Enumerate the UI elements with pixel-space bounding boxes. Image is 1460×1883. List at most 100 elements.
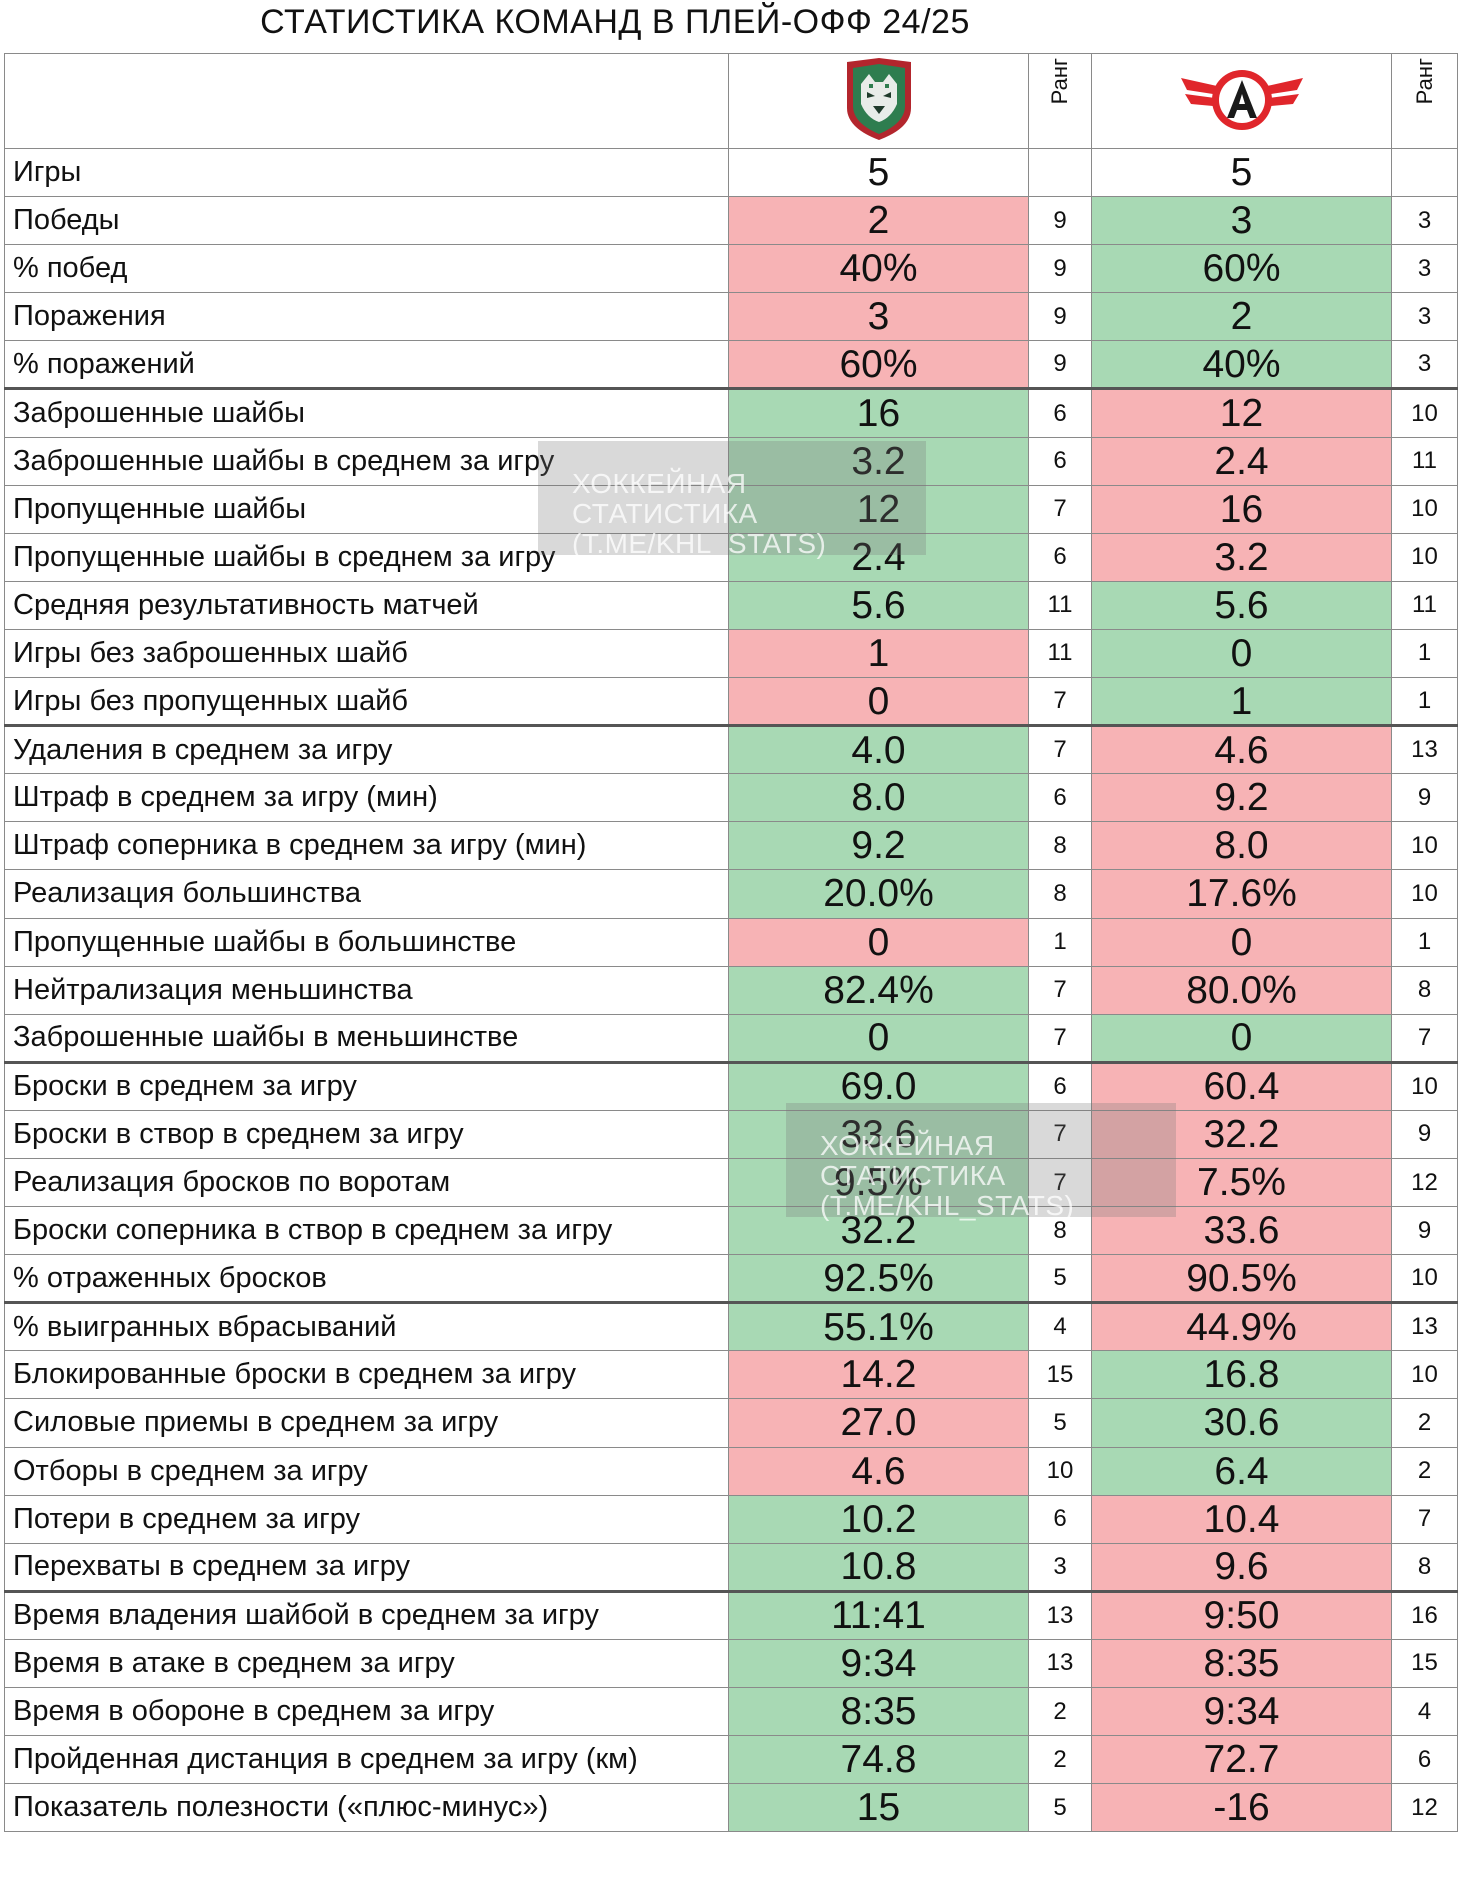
table-row: Штраф соперника в среднем за игру (мин) 9…: [4, 821, 1458, 871]
team-left-rank: 5: [1028, 1254, 1092, 1304]
team-right-value: 72.7: [1091, 1735, 1392, 1785]
table-row: Реализация большинства 20.0% 8 17.6% 10: [4, 869, 1458, 919]
stat-label: Показатель полезности («плюс-минус»): [4, 1783, 729, 1833]
team-left-rank: 5: [1028, 1783, 1092, 1833]
table-row: Средняя результативность матчей 5.6 11 5.6 1…: [4, 580, 1458, 630]
table-row: Время в атаке в среднем за игру 9:34 13 8:3…: [4, 1638, 1458, 1689]
team-left-value: 15: [728, 1783, 1029, 1833]
team-left-rank: 5: [1028, 1398, 1092, 1448]
team-left-rank: 9: [1028, 292, 1092, 342]
team-left-value: 0: [728, 677, 1029, 727]
table-row: Игры 5 5: [4, 147, 1458, 198]
table-row: Пропущенные шайбы в большинстве 0 1 0 1: [4, 917, 1458, 967]
table-row: Нейтрализация меньшинства 82.4% 7 80.0% 8: [4, 965, 1458, 1015]
team-right-rank: 10: [1391, 869, 1458, 919]
table-row: Броски в створ в среднем за игру 33.6 7 32.…: [4, 1109, 1458, 1159]
stat-label: Время владения шайбой в среднем за игру: [4, 1589, 729, 1640]
table-row: Поражения 3 9 2 3: [4, 292, 1458, 342]
stat-label: Силовые приемы в среднем за игру: [4, 1398, 729, 1448]
stat-label: % выигранных вбрасываний: [4, 1301, 729, 1352]
team-left-rank: 7: [1028, 965, 1092, 1015]
table-row: Штраф в среднем за игру (мин) 8.0 6 9.2 9: [4, 773, 1458, 823]
team-right-value: 9.6: [1091, 1542, 1392, 1592]
table-row: Пропущенные шайбы в среднем за игру 2.4 6 3…: [4, 532, 1458, 582]
team-left-value: 2: [728, 196, 1029, 246]
team-right-rank: 13: [1391, 1301, 1458, 1352]
stat-label: Блокированные броски в среднем за игру: [4, 1350, 729, 1400]
team-left-rank: 15: [1028, 1350, 1092, 1400]
team-left-rank: 1: [1028, 917, 1092, 967]
team-right-rank: 13: [1391, 724, 1458, 775]
stat-label: Пропущенные шайбы в большинстве: [4, 917, 729, 967]
table-row: % поражений 60% 9 40% 3: [4, 340, 1458, 390]
team-right-value: 3: [1091, 196, 1392, 246]
team-left-value: 3: [728, 292, 1029, 342]
page-title: СТАТИСТИКА КОМАНД В ПЛЕЙ-ОФФ 24/25: [260, 3, 970, 41]
team-right-value: 40%: [1091, 340, 1392, 390]
stat-label: Броски в среднем за игру: [4, 1060, 729, 1111]
team-left-logo: [846, 57, 911, 140]
team-left-rank: 9: [1028, 340, 1092, 390]
team-right-rank: [1391, 147, 1458, 198]
team-right-value: 30.6: [1091, 1398, 1392, 1448]
stat-label: Штраф соперника в среднем за игру (мин): [4, 821, 729, 871]
table-row: % отраженных бросков 92.5% 5 90.5% 10: [4, 1254, 1458, 1304]
stats-table: Ранг Ранг Игры 5 5 Победы 2 9 3 3% побед 40% 9 60%…: [4, 53, 1458, 1833]
team-left-value: 14.2: [728, 1350, 1029, 1400]
team-right-value: 60%: [1091, 244, 1392, 294]
team-right-value: 60.4: [1091, 1060, 1392, 1111]
team-right-rank: 10: [1391, 1254, 1458, 1304]
table-row: Перехваты в среднем за игру 10.8 3 9.6 8: [4, 1542, 1458, 1592]
header-empty-cell: [4, 53, 729, 149]
stat-label: Перехваты в среднем за игру: [4, 1542, 729, 1592]
table-row: Силовые приемы в среднем за игру 27.0 5 30.…: [4, 1398, 1458, 1448]
table-row: Время в обороне в среднем за игру 8:35 2 9:…: [4, 1686, 1458, 1737]
team-left-rank: 6: [1028, 773, 1092, 823]
table-row: Броски соперника в створ в среднем за иг…: [4, 1206, 1458, 1256]
team-right-rank: 9: [1391, 1206, 1458, 1256]
team-right-rank: 10: [1391, 532, 1458, 582]
stat-label: Заброшенные шайбы в среднем за игру: [4, 436, 729, 486]
team-left-value: 60%: [728, 340, 1029, 390]
team-right-value: 3.2: [1091, 532, 1392, 582]
stat-label: Время в атаке в среднем за игру: [4, 1638, 729, 1689]
team-right-rank: 1: [1391, 628, 1458, 679]
table-row: Время владения шайбой в среднем за игру 1…: [4, 1589, 1458, 1640]
stat-label: Реализация бросков по воротам: [4, 1157, 729, 1208]
stat-label: Поражения: [4, 292, 729, 342]
team-right-value: 80.0%: [1091, 965, 1392, 1015]
team-left-value: 55.1%: [728, 1301, 1029, 1352]
team-left-value: 16: [728, 387, 1029, 438]
team-right-value: 8:35: [1091, 1638, 1392, 1689]
team-right-value: 10.4: [1091, 1494, 1392, 1544]
team-right-value: -16: [1091, 1783, 1392, 1833]
stat-label: Заброшенные шайбы в меньшинстве: [4, 1013, 729, 1063]
team-left-value: 9.5%: [728, 1157, 1029, 1208]
team-left-rank: 7: [1028, 1157, 1092, 1208]
stat-label: Игры без заброшенных шайб: [4, 628, 729, 679]
team-left-value: 5: [728, 147, 1029, 198]
stat-label: Победы: [4, 196, 729, 246]
team-right-value: 2.4: [1091, 436, 1392, 486]
team-right-value: 16.8: [1091, 1350, 1392, 1400]
team-left-value: 32.2: [728, 1206, 1029, 1256]
stat-label: Игры без пропущенных шайб: [4, 677, 729, 727]
table-row: % побед 40% 9 60% 3: [4, 244, 1458, 294]
table-row: Игры без пропущенных шайб 0 7 1 1: [4, 677, 1458, 727]
team-left-value: 5.6: [728, 580, 1029, 630]
team-left-rank: 7: [1028, 724, 1092, 775]
team-left-rank: 11: [1028, 580, 1092, 630]
team-left-rank: 3: [1028, 1542, 1092, 1592]
table-row: Игры без заброшенных шайб 1 11 0 1: [4, 628, 1458, 679]
team-right-value: 5: [1091, 147, 1392, 198]
stat-label: Броски соперника в створ в среднем за иг…: [4, 1206, 729, 1256]
table-row: Заброшенные шайбы 16 6 12 10: [4, 387, 1458, 438]
team-right-value: 4.6: [1091, 724, 1392, 775]
table-row: Победы 2 9 3 3: [4, 196, 1458, 246]
team-left-value: 33.6: [728, 1109, 1029, 1159]
rank-header-right: Ранг: [1391, 53, 1458, 149]
team-right-rank: 12: [1391, 1157, 1458, 1208]
stat-label: Удаления в среднем за игру: [4, 724, 729, 775]
table-row: Блокированные броски в среднем за игру 14…: [4, 1350, 1458, 1400]
stat-label: Отборы в среднем за игру: [4, 1446, 729, 1496]
